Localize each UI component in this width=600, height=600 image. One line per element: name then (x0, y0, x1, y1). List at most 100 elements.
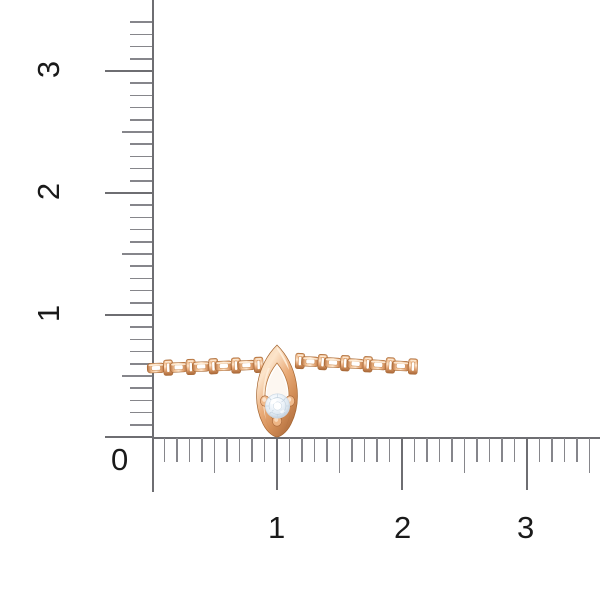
horizontal-major-tick (401, 438, 403, 490)
chain-link (208, 358, 219, 375)
chain-link (169, 362, 188, 373)
vertical-half-tick (122, 375, 152, 377)
vertical-minor-tick (130, 265, 152, 267)
vertical-minor-tick (130, 277, 152, 280)
horizontal-minor-tick (188, 438, 191, 462)
horizontal-minor-tick (551, 438, 553, 462)
vertical-major-tick (105, 192, 152, 194)
chain-link (237, 359, 256, 371)
vertical-minor-tick (130, 411, 152, 414)
chain-link (362, 356, 373, 373)
horizontal-tick-label-2: 2 (394, 510, 412, 545)
vertical-minor-tick (130, 155, 152, 158)
horizontal-minor-tick (238, 438, 241, 462)
chain-link (407, 358, 419, 375)
vertical-minor-tick (130, 424, 152, 426)
vertical-tick-label-1: 1 (31, 304, 67, 323)
vertical-minor-tick (130, 228, 152, 231)
vertical-minor-tick (130, 338, 152, 341)
vertical-minor-tick (130, 106, 152, 109)
horizontal-minor-tick (413, 438, 416, 462)
chain-link (346, 358, 365, 370)
vertical-minor-tick (130, 119, 152, 121)
horizontal-minor-tick (388, 438, 391, 462)
chain-link (340, 355, 351, 372)
horizontal-major-tick (276, 438, 278, 490)
horizontal-half-tick (213, 438, 216, 473)
chain-right-segment (294, 352, 419, 375)
vertical-minor-tick (130, 82, 152, 84)
horizontal-half-tick (588, 438, 591, 473)
vertical-minor-tick (130, 399, 152, 402)
horizontal-minor-tick (538, 438, 541, 462)
vertical-minor-tick (130, 45, 152, 48)
horizontal-tick-label-3: 3 (517, 510, 535, 545)
chain-link (391, 360, 410, 372)
chain-left-segment (146, 356, 264, 376)
horizontal-minor-tick (263, 438, 266, 462)
vertical-minor-tick (130, 33, 152, 36)
horizontal-minor-tick (438, 438, 441, 462)
vertical-half-tick (122, 253, 152, 255)
horizontal-half-tick (338, 438, 341, 473)
vertical-minor-tick (130, 289, 152, 292)
chain-link (369, 359, 388, 371)
horizontal-minor-tick (201, 438, 203, 462)
vertical-minor-tick (130, 363, 152, 365)
horizontal-minor-tick (513, 438, 516, 462)
vertical-minor-tick (130, 241, 152, 243)
origin-label-zero: 0 (111, 442, 129, 477)
chain-link (385, 357, 396, 374)
diamond-stone (264, 393, 290, 419)
chain-link (294, 352, 306, 370)
horizontal-minor-tick (576, 438, 578, 462)
horizontal-major-tick (526, 438, 528, 490)
horizontal-minor-tick (288, 438, 291, 462)
vertical-minor-tick (130, 21, 152, 23)
vertical-minor-tick (130, 143, 152, 145)
vertical-minor-tick (130, 94, 152, 97)
horizontal-minor-tick (376, 438, 378, 462)
vertical-minor-tick (130, 326, 152, 328)
horizontal-minor-tick (451, 438, 453, 462)
vertical-tick-label-2: 2 (31, 182, 67, 201)
chain-link (192, 361, 211, 372)
horizontal-minor-tick (163, 438, 166, 462)
horizontal-minor-tick (476, 438, 478, 462)
vertical-minor-tick (130, 180, 152, 182)
vertical-minor-tick (130, 350, 152, 353)
vertical-minor-tick (130, 204, 152, 206)
horizontal-minor-tick (488, 438, 491, 462)
chain-link (317, 353, 328, 371)
chain-link (163, 359, 174, 376)
marquise-pendant (256, 344, 298, 438)
horizontal-tick-label-1: 1 (268, 510, 286, 545)
horizontal-half-tick (463, 438, 466, 473)
chain-link (231, 357, 241, 374)
horizontal-minor-tick (301, 438, 303, 462)
vertical-half-tick (122, 131, 152, 133)
vertical-minor-tick (130, 167, 152, 170)
chain-link (214, 360, 233, 372)
vertical-minor-tick (130, 302, 152, 304)
horizontal-minor-tick (176, 438, 178, 462)
horizontal-minor-tick (326, 438, 328, 462)
vertical-major-tick (105, 314, 152, 316)
horizontal-minor-tick (426, 438, 428, 462)
vertical-minor-tick (130, 387, 152, 389)
horizontal-minor-tick (251, 438, 253, 462)
vertical-tick-label-3: 3 (31, 60, 67, 79)
prong-group (260, 395, 295, 427)
horizontal-axis-line (152, 437, 600, 439)
vertical-minor-tick (130, 58, 152, 60)
horizontal-minor-tick (563, 438, 566, 462)
vertical-major-tick (105, 436, 152, 438)
vertical-minor-tick (130, 216, 152, 219)
vertical-major-tick (105, 70, 152, 72)
horizontal-minor-tick (313, 438, 316, 462)
vertical-axis-line (152, 0, 154, 492)
chain-link (185, 358, 196, 376)
horizontal-minor-tick (351, 438, 353, 462)
